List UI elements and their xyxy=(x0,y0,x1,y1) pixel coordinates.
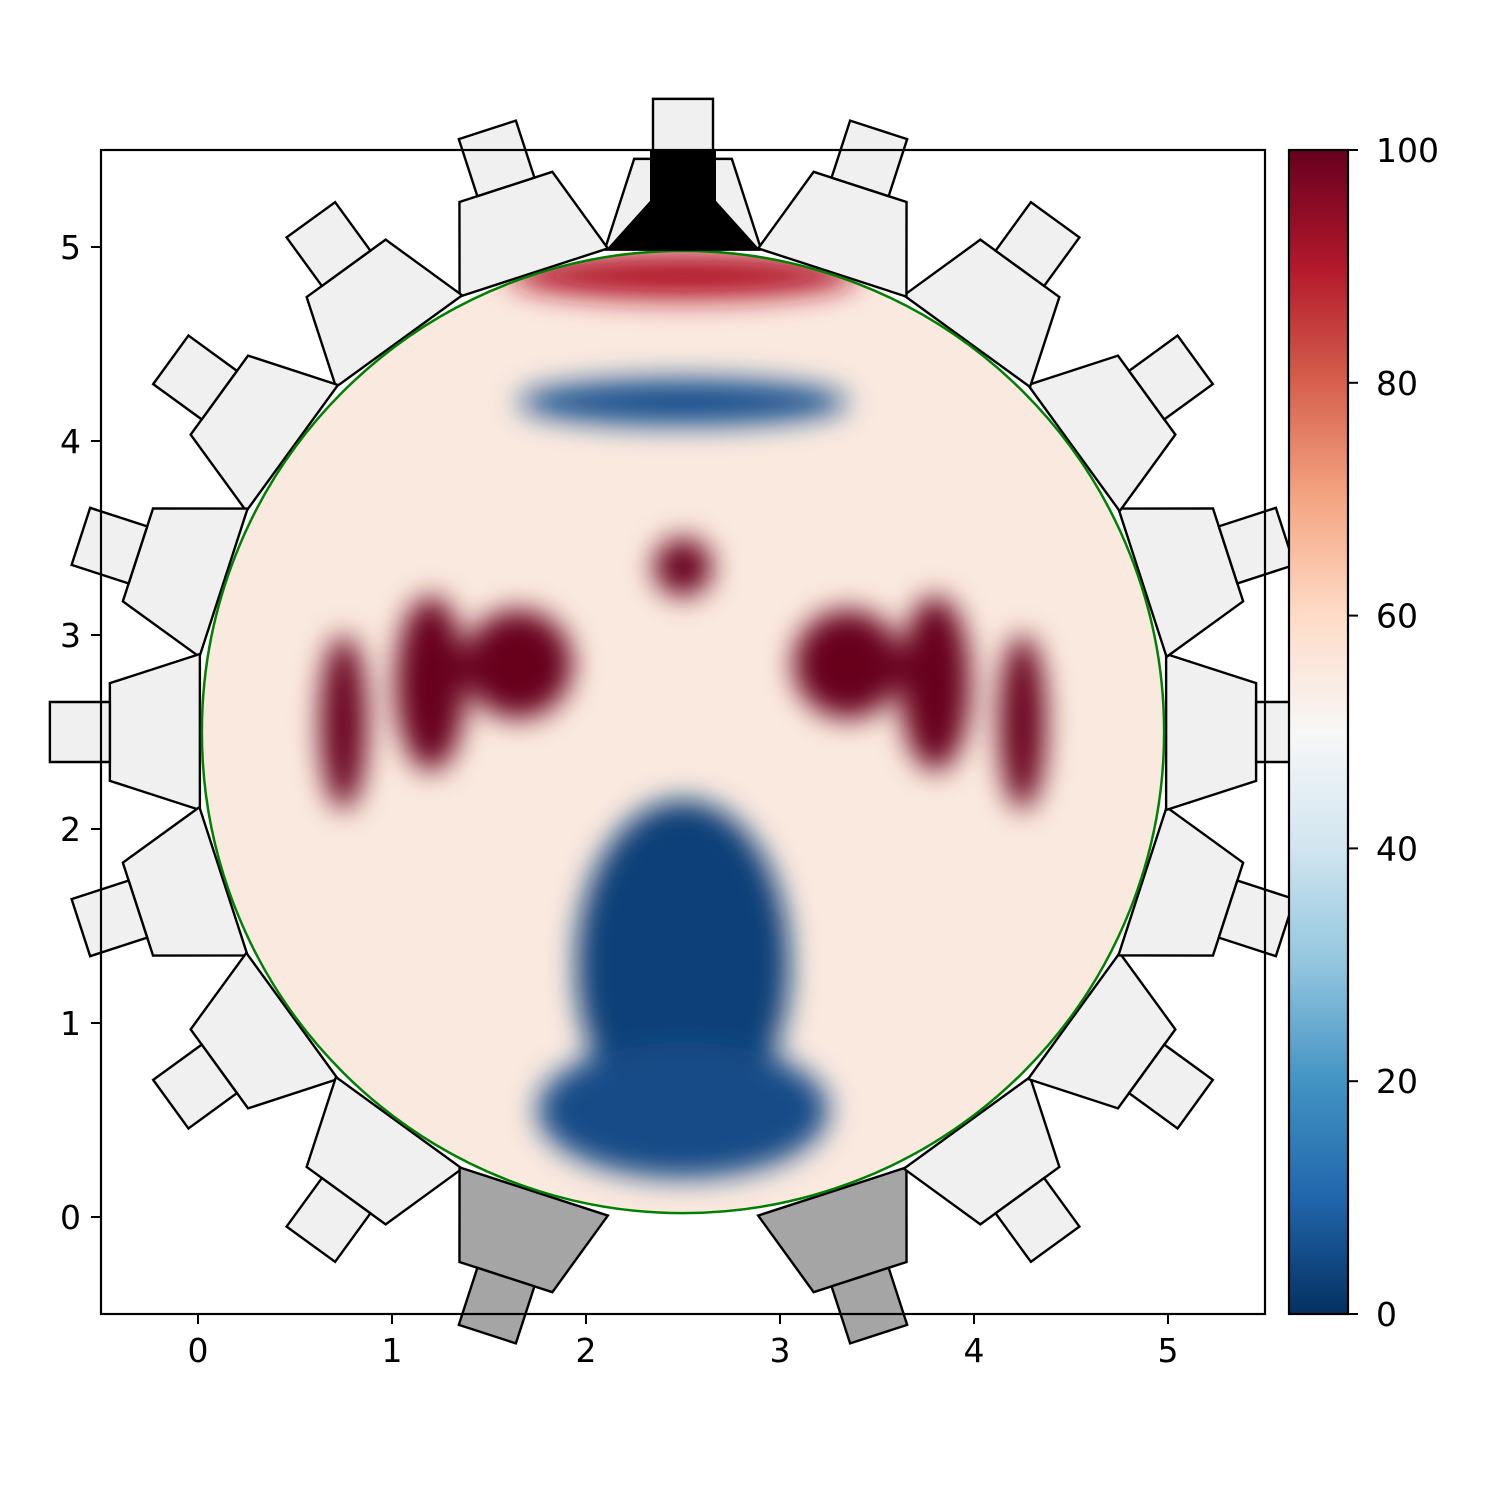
y-tick-label: 4 xyxy=(60,422,81,461)
colorbar-tick-label: 80 xyxy=(1376,364,1418,403)
electrode-trapezoid xyxy=(1164,652,1258,812)
electrode-pad xyxy=(1217,506,1296,585)
electrode xyxy=(1116,805,1296,958)
electrode-trapezoid xyxy=(305,1075,465,1226)
electrode xyxy=(901,1075,1082,1264)
y-axis: 0 1 2 3 4 5 xyxy=(60,228,101,1237)
electrode-pad xyxy=(151,333,239,422)
electrode xyxy=(1026,333,1215,514)
colorbar-tick-label: 60 xyxy=(1376,597,1418,636)
heatmap-blob xyxy=(900,596,971,771)
heatmap-blob xyxy=(999,635,1046,810)
electrode-pad xyxy=(1127,1042,1215,1131)
heatmap-field xyxy=(201,250,1165,1214)
electrode-pad xyxy=(830,119,909,198)
heatmap-blob xyxy=(508,252,858,300)
x-tick-label: 2 xyxy=(576,1331,597,1370)
y-tick-label: 2 xyxy=(60,810,81,849)
electrode-pad xyxy=(830,1266,909,1345)
electrode-trapezoid xyxy=(458,170,610,299)
electrode-pad xyxy=(993,1176,1082,1264)
x-tick-label: 4 xyxy=(964,1331,985,1370)
electrode-pad xyxy=(457,119,536,198)
top-feed-connector xyxy=(605,150,761,251)
heatmap-blobs xyxy=(320,252,1046,1179)
y-tick-label: 0 xyxy=(60,1198,81,1237)
electrode-pad xyxy=(284,200,373,288)
x-axis: 0 1 2 3 4 5 xyxy=(188,1314,1179,1370)
electrode xyxy=(48,652,202,812)
colorbar-tick-label: 0 xyxy=(1376,1295,1397,1334)
heatmap-blob xyxy=(793,609,903,719)
x-tick-label: 0 xyxy=(188,1331,209,1370)
heatmap-blob xyxy=(653,538,713,597)
colorbar: 0 20 40 60 80 100 xyxy=(1287,131,1439,1334)
electrode xyxy=(901,200,1082,389)
electrode xyxy=(756,1165,909,1345)
electrode xyxy=(457,119,610,299)
electrode-trapezoid xyxy=(108,652,202,812)
colorbar-tick-label: 100 xyxy=(1376,131,1439,170)
electrode-pad xyxy=(70,506,149,585)
electrode-trapezoid xyxy=(458,1165,610,1294)
electrode-trapezoid xyxy=(1116,507,1245,659)
plot-area: 0 1 2 3 4 5 0 1 2 3 4 5 xyxy=(48,97,1318,1370)
heatmap-blob xyxy=(537,1042,829,1179)
electrode-trapezoid xyxy=(756,170,908,299)
top-feed-shape xyxy=(605,150,761,251)
electrode xyxy=(756,119,909,299)
x-tick-label: 1 xyxy=(382,1331,403,1370)
electrode-pad xyxy=(70,879,149,958)
electrode-pad xyxy=(48,700,112,764)
y-tick-label: 5 xyxy=(60,228,81,267)
heatmap-blob xyxy=(320,635,367,810)
electrode-pad xyxy=(284,1176,373,1264)
x-tick-label: 5 xyxy=(1158,1331,1179,1370)
colorbar-gradient xyxy=(1287,148,1350,1316)
electrode-trapezoid xyxy=(189,950,340,1110)
electrode xyxy=(70,506,250,659)
electrode xyxy=(457,1165,610,1345)
y-tick-label: 3 xyxy=(60,616,81,655)
heatmap-blob xyxy=(518,378,848,426)
electrode-pad xyxy=(1127,333,1215,422)
electrode-trapezoid xyxy=(1116,805,1245,957)
electrode-trapezoid xyxy=(901,238,1061,389)
electrode-trapezoid xyxy=(121,805,250,957)
electrode-trapezoid xyxy=(756,1165,908,1294)
electrode-trapezoid xyxy=(121,507,250,659)
electrode-trapezoid xyxy=(189,354,340,514)
plot-frame xyxy=(99,148,1267,1316)
electrode xyxy=(151,950,340,1131)
heatmap-blob xyxy=(395,596,466,771)
electrode-pad xyxy=(151,1042,239,1131)
electrode xyxy=(284,200,465,389)
colorbar-ticks: 0 20 40 60 80 100 xyxy=(1348,131,1439,1334)
y-tick-label: 1 xyxy=(60,1004,81,1043)
electrode xyxy=(151,333,340,514)
electrode xyxy=(1116,506,1296,659)
electrode-trapezoid xyxy=(1026,950,1177,1110)
electrode xyxy=(1026,950,1215,1131)
electrode xyxy=(70,805,250,958)
x-tick-label: 3 xyxy=(770,1331,791,1370)
electrode-trapezoid xyxy=(901,1075,1061,1226)
electrode-trapezoid xyxy=(305,238,465,389)
electrode xyxy=(284,1075,465,1264)
electrode-pad xyxy=(993,200,1082,288)
electrode-pad xyxy=(457,1266,536,1345)
electrode-trapezoid xyxy=(1026,354,1177,514)
heatmap-blob xyxy=(463,609,573,719)
colorbar-tick-label: 20 xyxy=(1376,1062,1418,1101)
colorbar-tick-label: 40 xyxy=(1376,829,1418,868)
electrode-ring xyxy=(48,97,1318,1345)
